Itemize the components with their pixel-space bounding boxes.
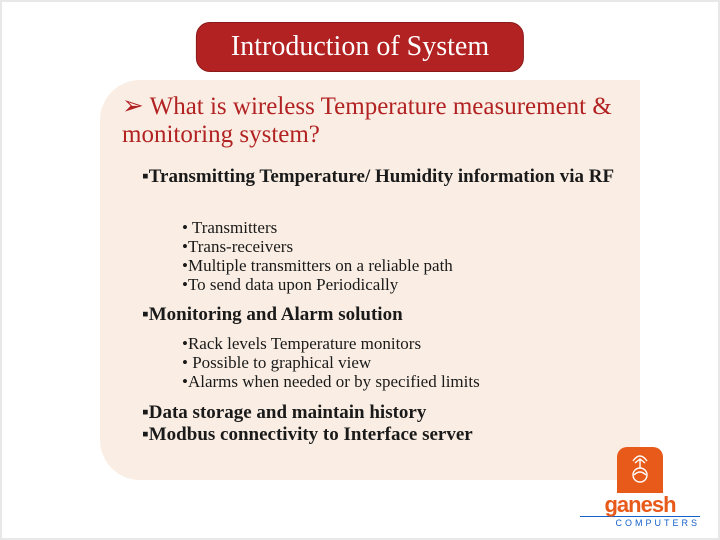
title-text: Introduction of System xyxy=(231,31,489,62)
logo-name: ganesh xyxy=(580,495,700,515)
slide: Introduction of System ➢ What is wireles… xyxy=(0,0,720,540)
title-bar: Introduction of System xyxy=(196,22,524,72)
list-item: •To send data upon Periodically xyxy=(182,275,622,294)
section-2-heading: ▪Monitoring and Alarm solution xyxy=(142,304,622,326)
section-1-heading: ▪Transmitting Temperature/ Humidity info… xyxy=(142,166,622,188)
list-item: • Possible to graphical view xyxy=(182,353,622,372)
list-item: •Alarms when needed or by specified limi… xyxy=(182,372,622,391)
brand-logo: ganesh COMPUTERS xyxy=(580,447,700,528)
list-item: •Rack levels Temperature monitors xyxy=(182,334,622,353)
section-4-heading: ▪Modbus connectivity to Interface server xyxy=(142,424,622,446)
section-2: ▪Monitoring and Alarm solution xyxy=(142,304,622,326)
list-item: • Transmitters xyxy=(182,218,622,237)
section-3-heading: ▪Data storage and maintain history xyxy=(142,402,622,424)
logo-icon xyxy=(617,447,663,493)
logo-sub: COMPUTERS xyxy=(580,516,700,528)
question-heading: ➢ What is wireless Temperature measureme… xyxy=(122,90,622,149)
section-1: ▪Transmitting Temperature/ Humidity info… xyxy=(142,166,622,188)
section-4: ▪Modbus connectivity to Interface server xyxy=(142,424,622,446)
section-2-items: •Rack levels Temperature monitors • Poss… xyxy=(182,334,622,391)
list-item: •Multiple transmitters on a reliable pat… xyxy=(182,256,622,275)
arrow-icon: ➢ xyxy=(122,90,144,120)
section-1-items: • Transmitters •Trans-receivers •Multipl… xyxy=(182,218,622,294)
section-3: ▪Data storage and maintain history xyxy=(142,402,622,424)
list-item: •Trans-receivers xyxy=(182,237,622,256)
question-text: What is wireless Temperature measurement… xyxy=(122,93,612,148)
